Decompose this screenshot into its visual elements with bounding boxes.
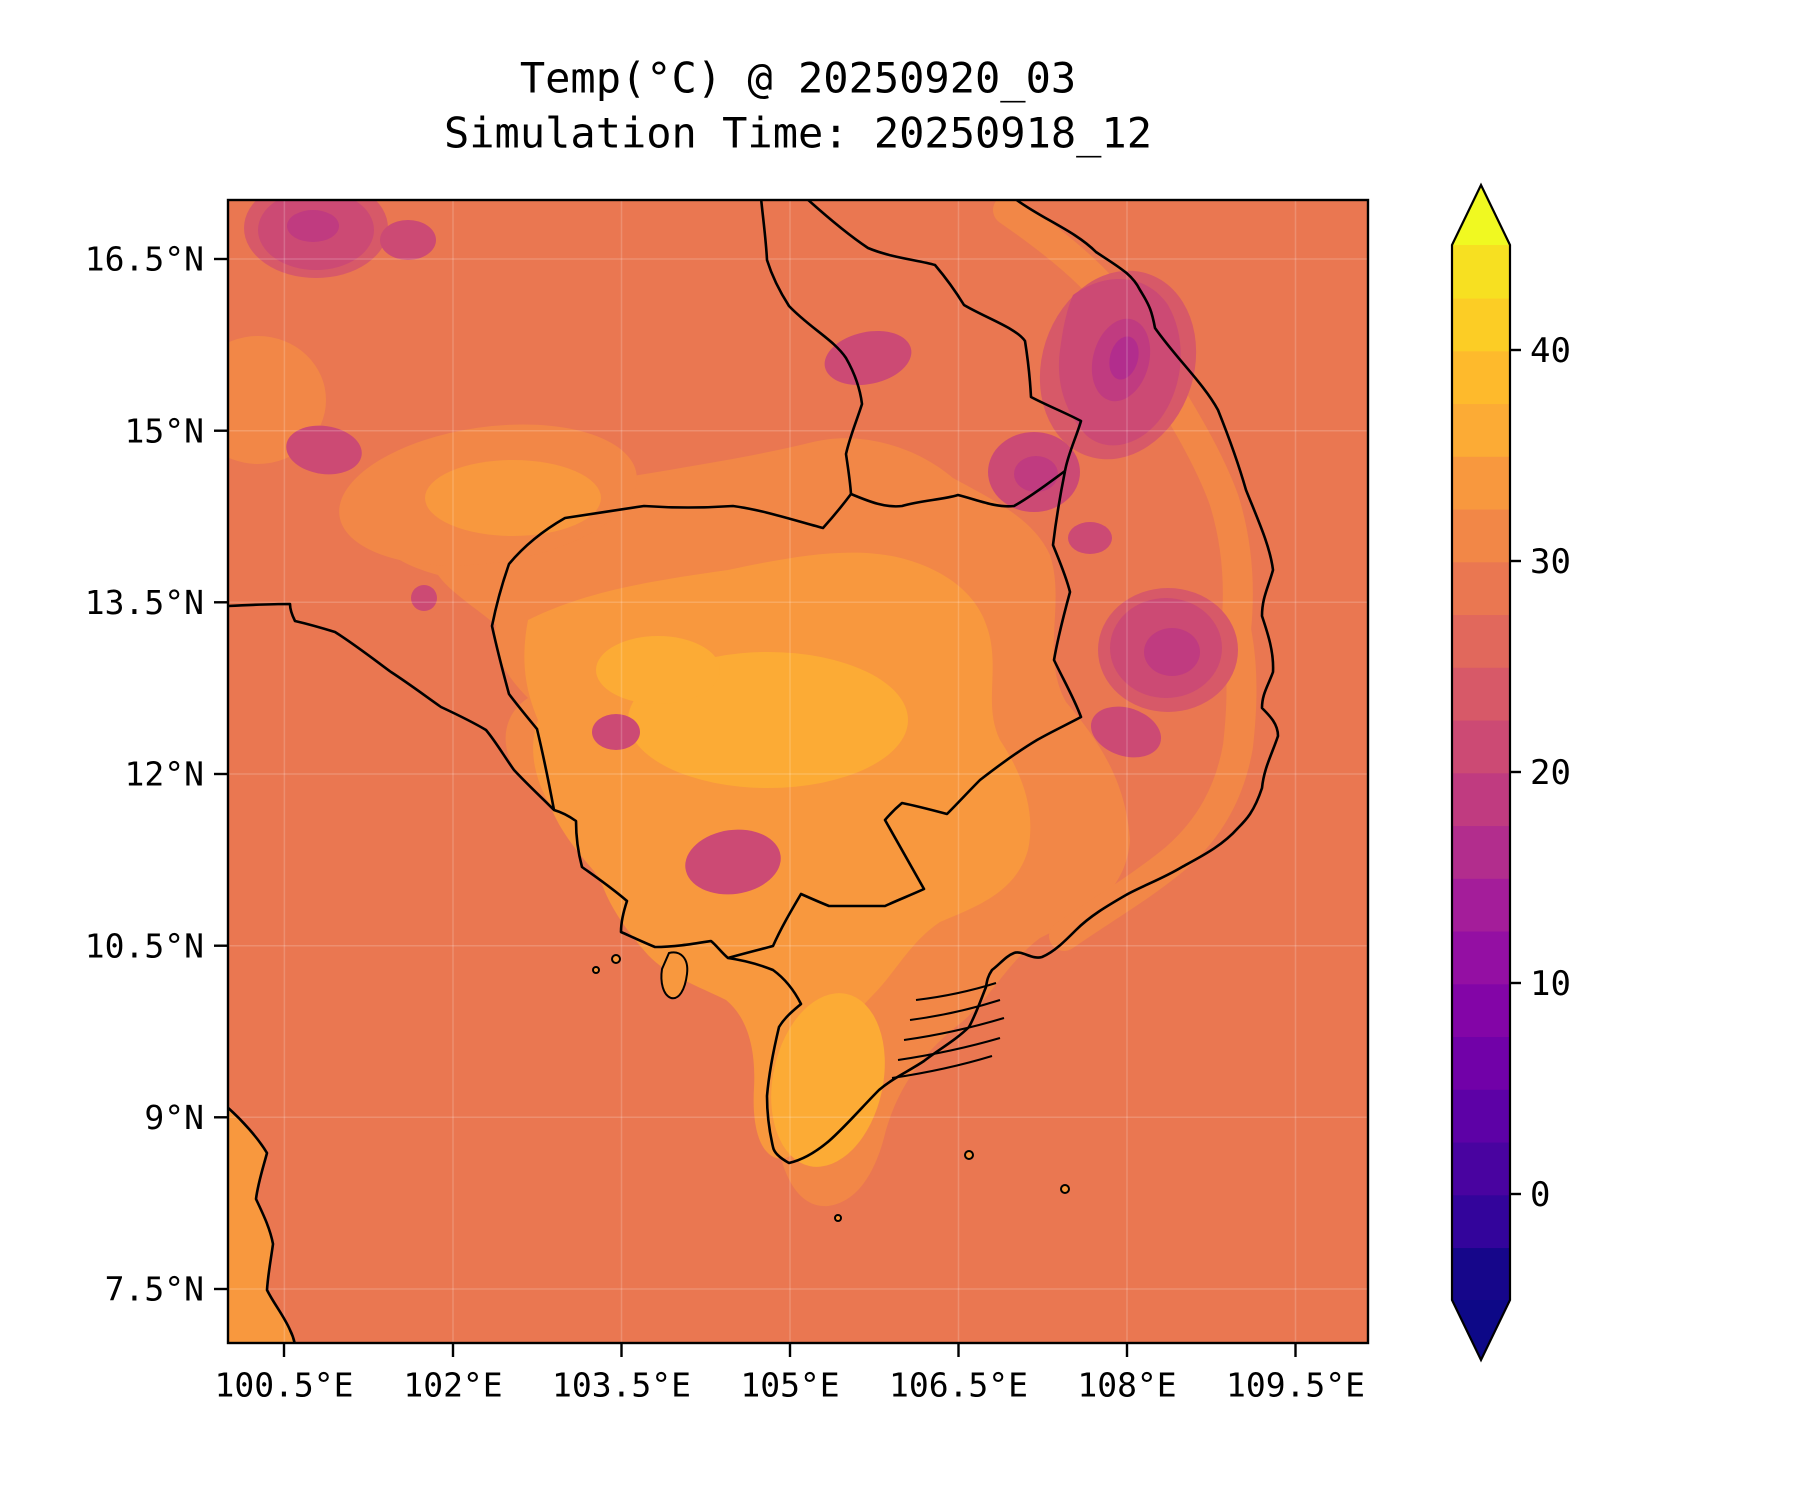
colorbar-bands (1452, 245, 1510, 1301)
colorbar-band (1452, 772, 1510, 827)
delta-channel (903, 1017, 1005, 1041)
colorbar-band (1452, 1036, 1510, 1090)
x-tick-label: 109.5°E (1226, 1366, 1365, 1405)
colorbar-tick-label: 20 (1530, 753, 1571, 793)
island-dot (592, 966, 600, 974)
temp-patch-laos (824, 330, 912, 386)
delta-channel (915, 982, 997, 1001)
colorbar-band (1452, 930, 1510, 985)
colorbar-band (1452, 561, 1510, 616)
temp-patch-cardamom-west (592, 714, 640, 750)
colorbar-band (1452, 878, 1510, 932)
y-tick-label: 13.5°N (85, 583, 204, 622)
temp-patch-khorat-core (425, 460, 601, 536)
x-tick-label: 105°E (740, 1366, 839, 1405)
y-tick-label: 15°N (125, 411, 204, 450)
x-axis-labels: 100.5°E 102°E 103.5°E 105°E 106.5°E 108°… (214, 1366, 1365, 1405)
y-tick-label: 7.5°N (105, 1270, 204, 1309)
colorbar-outline (1450, 182, 1512, 1363)
temp-core-2 (1144, 628, 1200, 676)
temperature-field (228, 200, 1368, 1343)
colorbar-band (1452, 825, 1510, 879)
island-dot (1060, 1184, 1070, 1194)
temp-patch-nw-2 (380, 220, 436, 260)
colorbar-ticks (1510, 348, 1521, 1196)
temp-patch-cardamom (685, 829, 781, 895)
colorbar-under-arrow (1452, 1300, 1510, 1360)
colorbar-band (1452, 1194, 1510, 1249)
gridlines (228, 200, 1368, 1343)
coastlines-borders (228, 200, 1280, 1343)
x-tick-label: 108°E (1077, 1366, 1176, 1405)
colorbar-tick-label: 30 (1530, 542, 1571, 582)
colorbar-tick-label: 40 (1530, 331, 1571, 371)
colorbar-band (1452, 403, 1510, 457)
chart-subtitle: Simulation Time: 20250918_12 (444, 109, 1152, 158)
temp-core-deep (1109, 336, 1139, 380)
colorbar-band (1452, 1141, 1510, 1196)
coastline-peninsula (228, 1106, 296, 1343)
colorbar-band (1452, 456, 1510, 510)
y-axis-labels: 16.5°N 15°N 13.5°N 12°N 10.5°N 9°N 7.5°N (85, 240, 204, 1309)
colorbar-band (1452, 1247, 1510, 1301)
y-tick-label: 12°N (125, 755, 204, 794)
y-tick-label: 9°N (144, 1098, 204, 1137)
temp-patch-small-3 (1068, 522, 1112, 554)
coastline-main (228, 200, 1280, 1165)
phu-quoc-island (660, 951, 689, 1000)
colorbar-tick-label: 10 (1530, 964, 1571, 1004)
border-laos-cambodia (850, 469, 1066, 508)
temp-patch-hot-3 (596, 636, 720, 704)
x-tick-label: 106.5°E (889, 1366, 1028, 1405)
colorbar-band (1452, 1089, 1510, 1143)
colorbar-labels: 40 30 20 10 0 (1530, 331, 1571, 1215)
axis-ticks (214, 257, 1297, 1357)
temp-core-4 (1014, 456, 1058, 492)
temp-patch-highland-south (1090, 706, 1162, 758)
colorbar-band (1452, 297, 1510, 352)
island-dot (964, 1150, 974, 1160)
x-tick-label: 102°E (403, 1366, 502, 1405)
delta-channel (897, 1037, 1001, 1061)
y-tick-label: 16.5°N (85, 240, 204, 279)
border-thailand-cambodia (490, 493, 853, 811)
colorbar-band (1452, 719, 1510, 774)
plot-frame (226, 198, 1370, 1345)
islands (592, 951, 1070, 1222)
colorbar-band (1452, 508, 1510, 563)
island-dot (834, 1214, 842, 1222)
mekong-delta-channels (891, 982, 1005, 1079)
border-thailand-laos (759, 200, 864, 495)
x-tick-label: 100.5°E (214, 1366, 353, 1405)
colorbar-band (1452, 983, 1510, 1038)
colorbar-band (1452, 667, 1510, 721)
delta-channel (891, 1055, 993, 1079)
island-dot (611, 954, 621, 964)
colorbar-over-arrow (1452, 185, 1510, 245)
colorbar-tick-label: 0 (1530, 1175, 1550, 1215)
x-tick-label: 103.5°E (552, 1366, 691, 1405)
y-tick-label: 10.5°N (85, 926, 204, 965)
border-laos-vietnam (806, 200, 1083, 472)
temp-patch-hot-2 (771, 993, 885, 1167)
chart-title: Temp(°C) @ 20250920_03 (520, 54, 1076, 103)
delta-channel (909, 999, 1001, 1021)
colorbar: 40 30 20 10 0 (1450, 182, 1571, 1363)
peninsula-land (228, 1107, 295, 1343)
colorbar-band (1452, 350, 1510, 405)
map-plot (226, 198, 1370, 1345)
temp-core-3 (287, 210, 339, 242)
colorbar-band (1452, 614, 1510, 668)
colorbar-band (1452, 245, 1510, 299)
temp-patch-west-hills (286, 425, 362, 475)
temp-patch-small-1 (411, 585, 437, 611)
border-cambodia-vietnam (727, 470, 1083, 960)
